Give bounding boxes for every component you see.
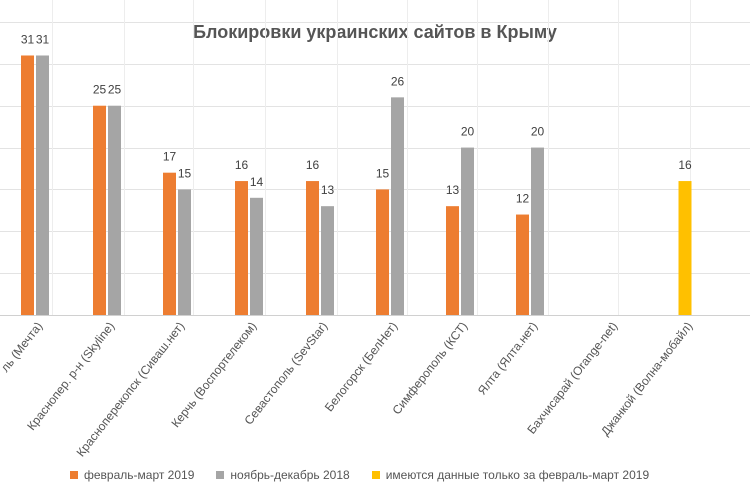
bar-s1-c7 <box>531 147 544 315</box>
category-label-5: Белогорск (БелНет) <box>322 319 401 414</box>
data-label-s1-c2: 15 <box>178 166 192 180</box>
bar-s1-c2 <box>178 189 191 315</box>
category-label-0: ль (Мечта) <box>0 319 45 374</box>
bar-s1-c5 <box>391 97 404 315</box>
data-label-s0-c6: 13 <box>446 183 460 197</box>
category-label-7: Ялта (Ялта.нет) <box>475 319 540 397</box>
legend-label-only-feb-mar: имеются данные только за февраль-март 20… <box>385 468 650 482</box>
legend-label-nov-dec-2018: ноябрь-декабрь 2018 <box>230 468 350 482</box>
data-label-s0-c3: 16 <box>235 158 249 172</box>
legend-item-nov-dec-2018: ноябрь-декабрь 2018 <box>216 468 350 482</box>
bar-s1-c1 <box>108 105 121 315</box>
bar-s1-c3 <box>250 197 263 315</box>
bar-s0-c7 <box>516 214 529 315</box>
data-label-s0-c0: 31 <box>21 32 35 46</box>
data-label-s0-c1: 25 <box>93 83 107 97</box>
data-label-s0-c2: 17 <box>163 150 177 164</box>
bar-s0-c0 <box>21 55 34 315</box>
category-label-4: Севастополь (SevStar) <box>241 319 330 427</box>
bar-s1-c6 <box>461 147 474 315</box>
data-label-s1-c5: 26 <box>391 74 405 88</box>
data-label-s1-c6: 20 <box>461 125 475 139</box>
data-label-s0-c7: 12 <box>516 192 530 206</box>
legend-swatch-feb-mar-2019 <box>70 471 78 479</box>
bar-s1-c0 <box>36 55 49 315</box>
legend-item-only-feb-mar: имеются данные только за февраль-март 20… <box>371 468 650 482</box>
data-label-s0-c4: 16 <box>306 158 320 172</box>
legend: февраль-март 2019 ноябрь-декабрь 2018 им… <box>70 466 710 484</box>
bar-s0-c3 <box>235 181 248 315</box>
data-label-s1-c4: 13 <box>321 183 335 197</box>
data-label-s1-c3: 14 <box>250 175 264 189</box>
bar-s0-c5 <box>376 189 389 315</box>
legend-item-feb-mar-2019: февраль-март 2019 <box>70 468 194 482</box>
bar-s0-c2 <box>163 172 176 315</box>
data-label-s1-c0: 31 <box>36 32 50 46</box>
category-label-6: Симферополь (КСТ) <box>389 319 470 417</box>
data-label-s1-c7: 20 <box>531 125 545 139</box>
bar-s0-c6 <box>446 206 459 315</box>
bar-s2-c9 <box>678 181 692 315</box>
bar-s0-c1 <box>93 105 106 315</box>
legend-label-feb-mar-2019: февраль-март 2019 <box>84 468 195 482</box>
data-label-s1-c1: 25 <box>108 83 122 97</box>
bar-s1-c4 <box>321 206 334 315</box>
data-label-s2-c9: 16 <box>678 158 692 172</box>
bar-s0-c4 <box>306 181 319 315</box>
chart-title: Блокировки украинских сайтов в Крыму <box>193 22 557 42</box>
legend-swatch-only-feb-mar <box>371 471 380 479</box>
data-label-s0-c5: 15 <box>376 166 390 180</box>
legend-swatch-nov-dec-2018 <box>216 471 225 479</box>
